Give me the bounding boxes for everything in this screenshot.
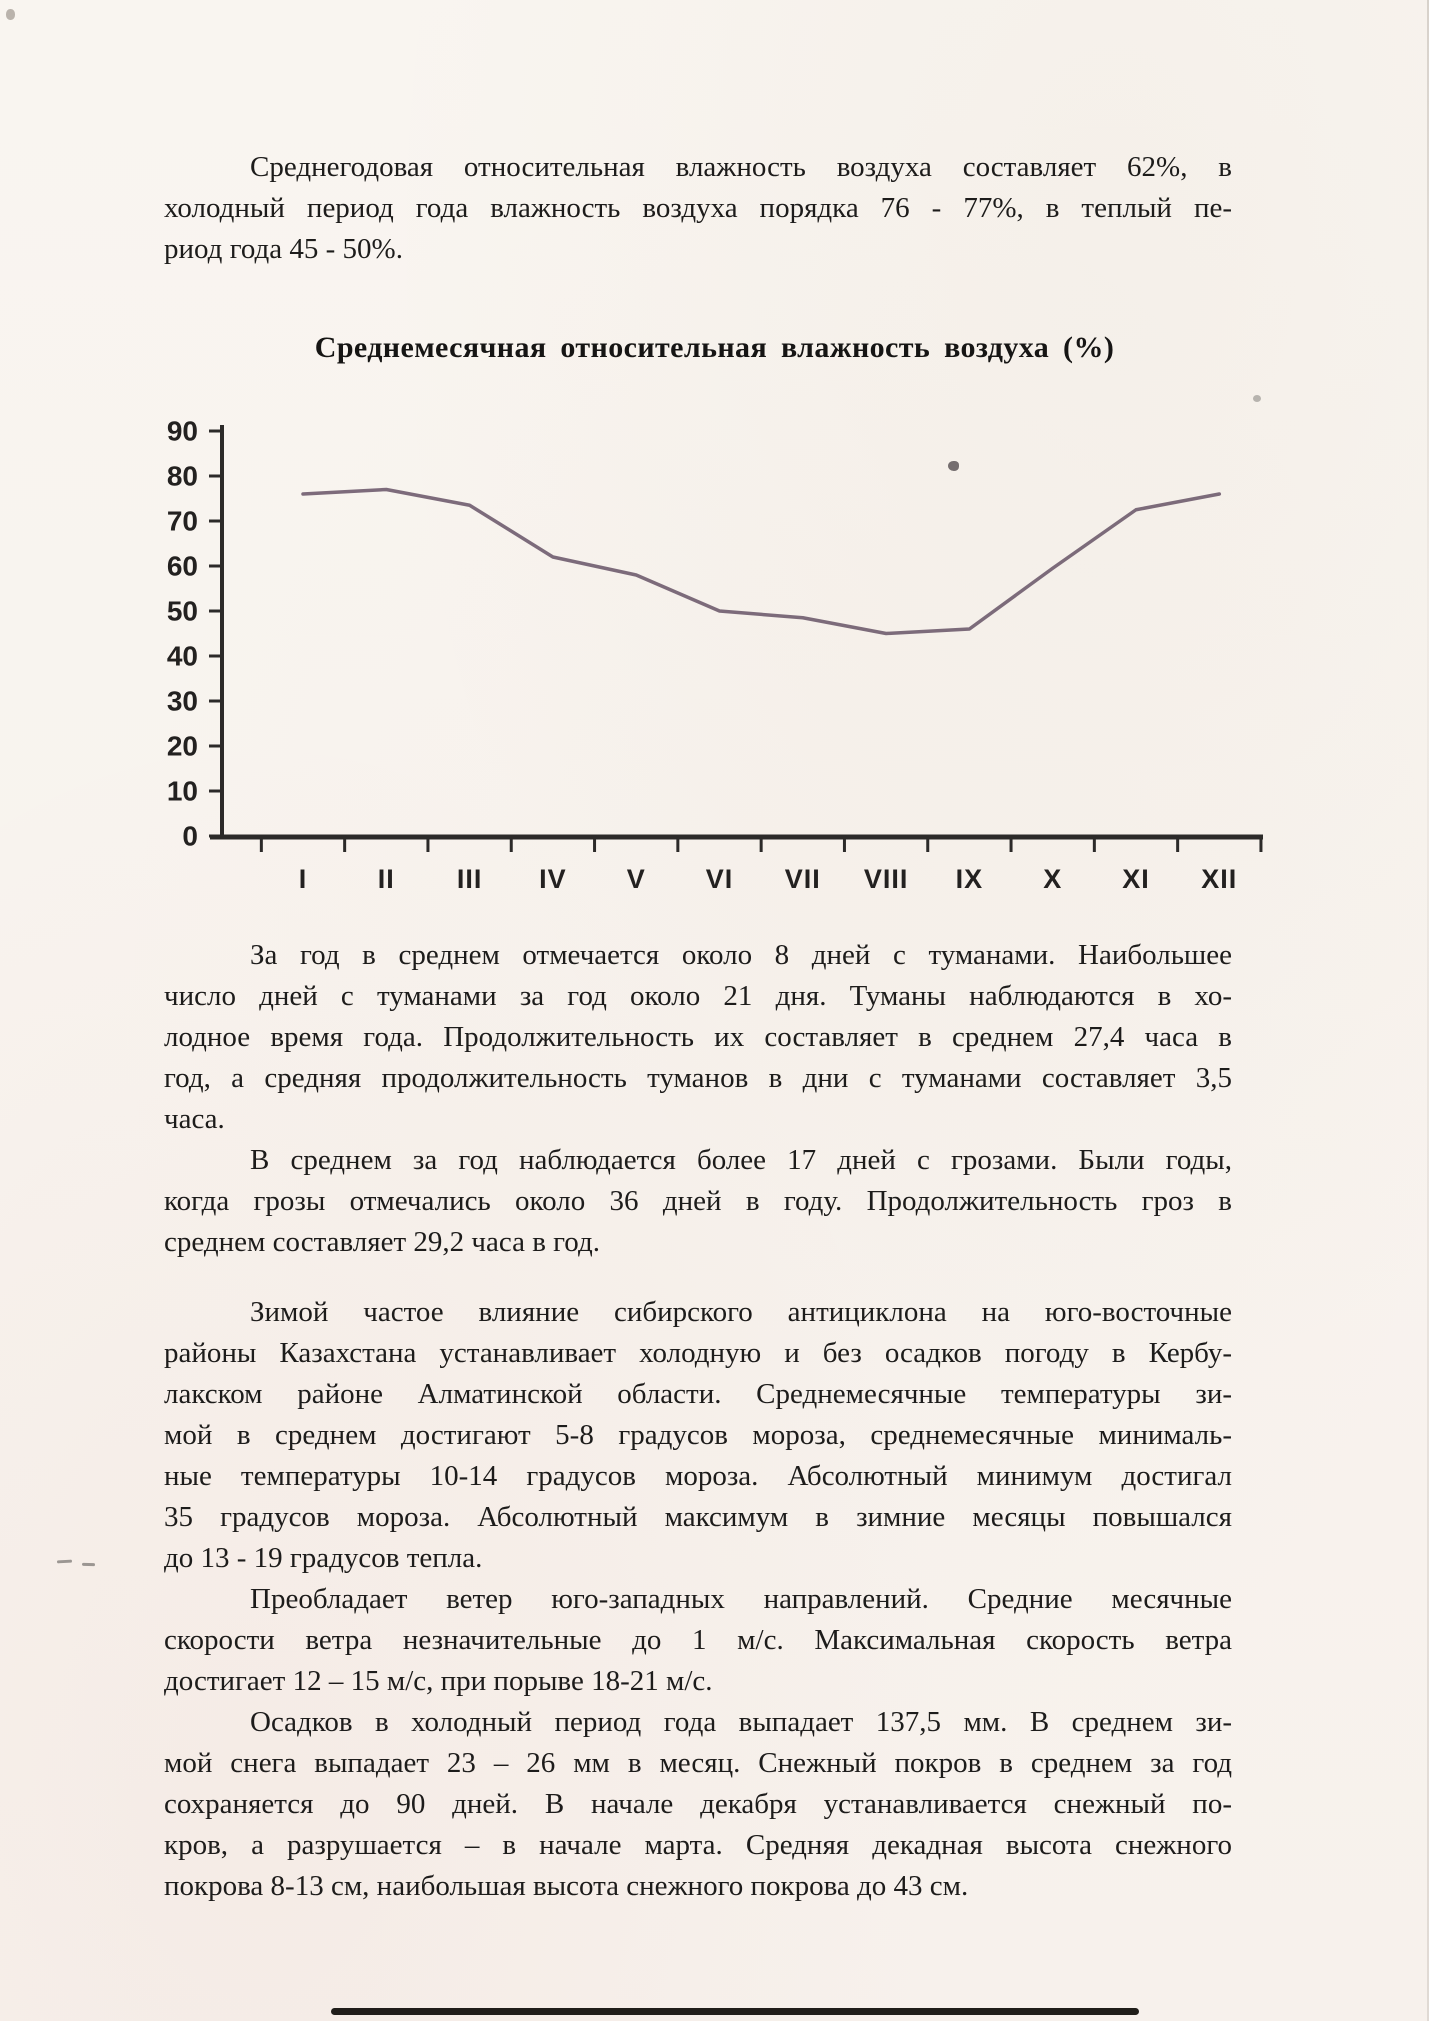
- text-line: ные температуры 10-14 градусов мороза. А…: [164, 1460, 1232, 1492]
- y-tick-label: 0: [182, 821, 198, 852]
- x-tick-label: II: [378, 864, 395, 894]
- scan-speck: [948, 461, 959, 471]
- text-line: покрова 8-13 см, наибольшая высота снежн…: [164, 1870, 969, 1902]
- x-tick-label: V: [627, 864, 646, 894]
- scan-edge-bar: [331, 2008, 1139, 2015]
- text-line: достигает 12 – 15 м/с, при порыве 18-21 …: [164, 1665, 713, 1697]
- x-tick-label: VI: [706, 864, 734, 894]
- text-line: лодное время года. Продолжительность их …: [164, 1021, 1232, 1053]
- y-tick-label: 90: [167, 416, 198, 447]
- x-tick-label: XII: [1201, 864, 1237, 894]
- y-tick-label: 30: [167, 686, 198, 717]
- text-line: число дней с туманами за год около 21 дн…: [164, 980, 1232, 1012]
- text-line: кров, а разрушается – в начале марта. Ср…: [164, 1829, 1232, 1861]
- y-tick-label: 80: [167, 461, 198, 492]
- scan-edge-shadow: [1427, 0, 1429, 2021]
- y-tick-label: 50: [167, 596, 198, 627]
- text-line: районы Казахстана устанавливает холодную…: [164, 1337, 1232, 1369]
- text-line: год, а средняя продолжительность туманов…: [164, 1062, 1232, 1094]
- x-tick-label: III: [457, 864, 483, 894]
- text-line: Зимой частое влияние сибирского антицикл…: [250, 1296, 1232, 1328]
- text-line: 35 градусов мороза. Абсолютный максимум …: [164, 1501, 1232, 1533]
- x-tick-label: XI: [1122, 864, 1150, 894]
- text-line: холодный период года влажность воздуха п…: [164, 192, 1232, 224]
- text-line: сохраняется до 90 дней. В начале декабря…: [164, 1788, 1232, 1820]
- x-tick-label: I: [299, 864, 308, 894]
- x-tick-label: VIII: [864, 864, 909, 894]
- humidity-series-line: [301, 487, 1222, 636]
- text-line: скорости ветра незначительные до 1 м/с. …: [164, 1624, 1232, 1656]
- y-tick-label: 70: [167, 506, 198, 537]
- text-line: За год в среднем отмечается около 8 дней…: [250, 939, 1232, 971]
- chart-title: Среднемесячная относительная влажность в…: [314, 331, 1115, 364]
- text-line: В среднем за год наблюдается более 17 дн…: [250, 1144, 1232, 1176]
- text-line: мой в среднем достигают 5-8 градусов мор…: [164, 1419, 1232, 1451]
- text-line: Преобладает ветер юго-западных направлен…: [250, 1583, 1232, 1615]
- y-tick-label: 20: [167, 731, 198, 762]
- x-tick-label: VII: [785, 864, 821, 894]
- text-line: среднем составляет 29,2 часа в год.: [164, 1226, 600, 1258]
- paragraph-thunderstorms: В среднем за год наблюдается более 17 дн…: [164, 1140, 1232, 1263]
- paragraph-humidity-summary: Среднегодовая относительная влажность во…: [164, 147, 1232, 270]
- text-line: до 13 - 19 градусов тепла.: [164, 1542, 483, 1574]
- text-line: риод года 45 - 50%.: [164, 233, 403, 265]
- x-tick-label: IX: [956, 864, 984, 894]
- x-tick-label: X: [1043, 864, 1062, 894]
- paragraph-winter-anticyclone: Зимой частое влияние сибирского антицикл…: [164, 1292, 1232, 1579]
- text-line: лакском районе Алматинской области. Сред…: [164, 1378, 1232, 1410]
- paragraph-fog: За год в среднем отмечается около 8 дней…: [164, 935, 1232, 1140]
- text-line: Осадков в холодный период года выпадает …: [250, 1706, 1232, 1738]
- text-line: Среднегодовая относительная влажность во…: [250, 151, 1232, 183]
- x-tick-label: IV: [539, 864, 567, 894]
- paragraph-wind: Преобладает ветер юго-западных направлен…: [164, 1579, 1232, 1702]
- y-tick-label: 60: [167, 551, 198, 582]
- margin-pencil-dash: [81, 1562, 96, 1567]
- paragraph-precipitation-snow: Осадков в холодный период года выпадает …: [164, 1702, 1232, 1907]
- y-tick-label: 40: [167, 641, 198, 672]
- scan-speck: [6, 9, 15, 20]
- body-text: За год в среднем отмечается около 8 дней…: [164, 935, 1232, 1907]
- text-line: когда грозы отмечались около 36 дней в г…: [164, 1185, 1232, 1217]
- y-tick-label: 10: [167, 776, 198, 807]
- margin-pencil-dash: [56, 1559, 73, 1564]
- text-line: часа.: [164, 1103, 225, 1135]
- scan-speck: [1253, 395, 1261, 402]
- text-line: мой снега выпадает 23 – 26 мм в месяц. С…: [164, 1747, 1232, 1779]
